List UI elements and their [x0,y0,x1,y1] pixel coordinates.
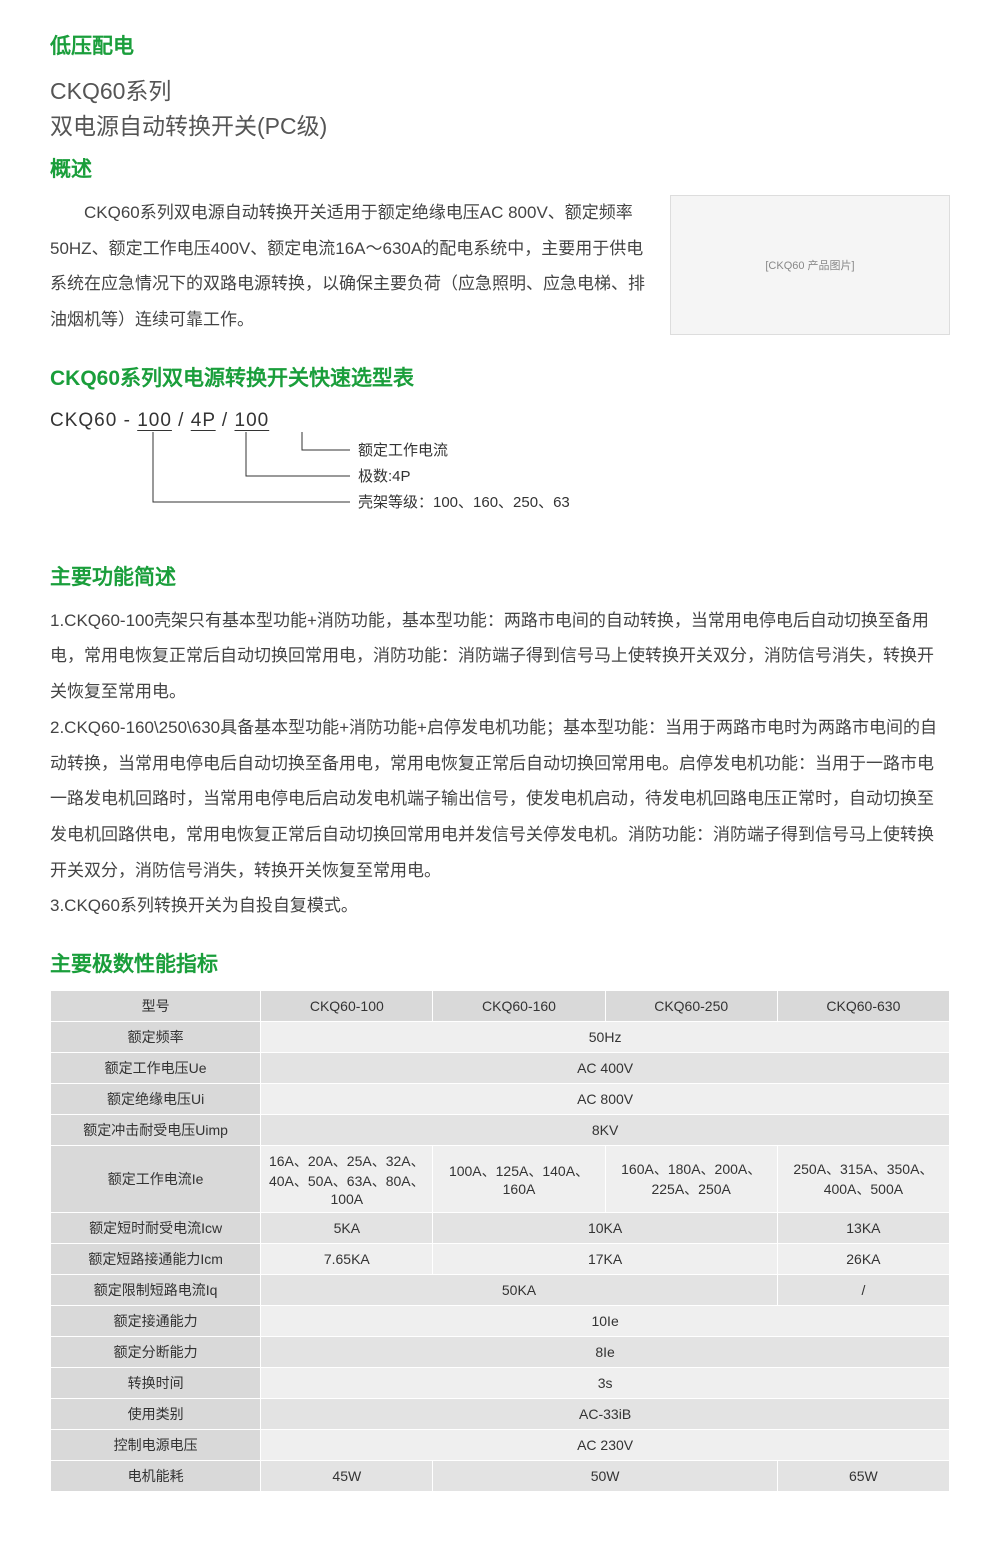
spec-cell: 50KA [261,1274,778,1305]
spec-cell: 13KA [777,1212,949,1243]
table-row: 额定工作电压UeAC 400V [51,1052,950,1083]
spec-row-label: 额定短时耐受电流Icw [51,1212,261,1243]
series-line1: CKQ60系列 [50,78,171,104]
table-row: 额定绝缘电压UiAC 800V [51,1083,950,1114]
table-row: 额定工作电流Ie16A、20A、25A、32A、40A、50A、63A、80A、… [51,1145,950,1212]
series-line2: 双电源自动转换开关(PC级) [50,113,327,139]
feature-item: 1.CKQ60-100壳架只有基本型功能+消防功能，基本型功能：两路市电间的自动… [50,603,950,710]
model-poles: 4P [191,410,216,431]
spec-cell: 10KA [433,1212,777,1243]
spec-row-label: 额定频率 [51,1021,261,1052]
spec-row-label: 控制电源电压 [51,1429,261,1460]
spec-row-label: 额定短路接通能力Icm [51,1243,261,1274]
spec-cell: 50W [433,1460,777,1491]
spec-row-label: 电机能耗 [51,1460,261,1491]
diagram-label-poles: 极数:4P [358,468,411,485]
spec-heading: 主要极数性能指标 [50,948,950,978]
product-image: [CKQ60 产品图片] [670,195,950,335]
series-title: CKQ60系列 双电源自动转换开关(PC级) [50,74,950,143]
spec-cell: AC 800V [261,1083,950,1114]
spec-table: 型号CKQ60-100CKQ60-160CKQ60-250CKQ60-630 额… [50,990,950,1492]
table-row: 电机能耗45W50W65W [51,1460,950,1491]
spec-col-header: CKQ60-160 [433,990,605,1021]
spec-cell: 160A、180A、200A、225A、250A [605,1145,777,1212]
model-sep1: / [172,410,191,431]
spec-row-label: 额定分断能力 [51,1336,261,1367]
spec-row-label: 额定绝缘电压Ui [51,1083,261,1114]
spec-row-label: 额定冲击耐受电压Uimp [51,1114,261,1145]
table-row: 额定短路接通能力Icm7.65KA17KA26KA [51,1243,950,1274]
spec-row-label: 使用类别 [51,1398,261,1429]
spec-cell: 3s [261,1367,950,1398]
spec-cell: 26KA [777,1243,949,1274]
table-row: 额定分断能力8Ie [51,1336,950,1367]
spec-cell: AC 400V [261,1052,950,1083]
table-row: 额定短时耐受电流Icw5KA10KA13KA [51,1212,950,1243]
spec-tbody: 额定频率50Hz额定工作电压UeAC 400V额定绝缘电压UiAC 800V额定… [51,1021,950,1491]
model-frame: 100 [137,410,172,431]
spec-cell: 50Hz [261,1021,950,1052]
spec-col-header: 型号 [51,990,261,1021]
spec-row-label: 额定接通能力 [51,1305,261,1336]
spec-header-row: 型号CKQ60-100CKQ60-160CKQ60-250CKQ60-630 [51,990,950,1021]
spec-cell: 100A、125A、140A、160A [433,1145,605,1212]
spec-col-header: CKQ60-100 [261,990,433,1021]
table-row: 使用类别AC-33iB [51,1398,950,1429]
overview-text: CKQ60系列双电源自动转换开关适用于额定绝缘电压AC 800V、额定频率50H… [50,195,650,338]
feature-item: 2.CKQ60-160\250\630具备基本型功能+消防功能+启停发电机功能；… [50,710,950,888]
model-diagram-lines: 额定工作电流 极数:4P 壳架等级：100、160、250、630 [50,432,570,532]
table-row: 额定频率50Hz [51,1021,950,1052]
features-list: 1.CKQ60-100壳架只有基本型功能+消防功能，基本型功能：两路市电间的自动… [50,603,950,924]
table-row: 转换时间3s [51,1367,950,1398]
selection-heading: CKQ60系列双电源转换开关快速选型表 [50,362,950,392]
spec-col-header: CKQ60-630 [777,990,949,1021]
spec-cell: 45W [261,1460,433,1491]
spec-row-label: 额定工作电流Ie [51,1145,261,1212]
table-row: 额定限制短路电流Iq50KA/ [51,1274,950,1305]
spec-cell: 8KV [261,1114,950,1145]
table-row: 控制电源电压AC 230V [51,1429,950,1460]
diagram-label-frame: 壳架等级：100、160、250、630 [358,493,570,511]
spec-row-label: 额定限制短路电流Iq [51,1274,261,1305]
spec-cell: AC 230V [261,1429,950,1460]
spec-cell: 5KA [261,1212,433,1243]
features-heading: 主要功能简述 [50,561,950,591]
diagram-label-current: 额定工作电流 [358,442,448,459]
spec-cell: 16A、20A、25A、32A、40A、50A、63A、80A、100A [261,1145,433,1212]
model-sep2: / [216,410,235,431]
spec-cell: 10Ie [261,1305,950,1336]
model-code-line: CKQ60 - 100 / 4P / 100 [50,410,950,432]
model-current: 100 [235,410,270,431]
spec-col-header: CKQ60-250 [605,990,777,1021]
spec-thead: 型号CKQ60-100CKQ60-160CKQ60-250CKQ60-630 [51,990,950,1021]
overview-block: CKQ60系列双电源自动转换开关适用于额定绝缘电压AC 800V、额定频率50H… [50,195,950,338]
table-row: 额定冲击耐受电压Uimp8KV [51,1114,950,1145]
model-prefix: CKQ60 - [50,410,137,431]
spec-cell: 8Ie [261,1336,950,1367]
spec-cell: / [777,1274,949,1305]
spec-cell: AC-33iB [261,1398,950,1429]
spec-row-label: 转换时间 [51,1367,261,1398]
feature-item: 3.CKQ60系列转换开关为自投自复模式。 [50,888,950,924]
spec-row-label: 额定工作电压Ue [51,1052,261,1083]
spec-cell: 65W [777,1460,949,1491]
spec-cell: 250A、315A、350A、400A、500A [777,1145,949,1212]
table-row: 额定接通能力10Ie [51,1305,950,1336]
spec-cell: 17KA [433,1243,777,1274]
category-heading: 低压配电 [50,30,950,60]
overview-heading: 概述 [50,153,950,183]
spec-cell: 7.65KA [261,1243,433,1274]
model-diagram: CKQ60 - 100 / 4P / 100 额定工作电流 极数:4P 壳架等级… [50,410,950,537]
